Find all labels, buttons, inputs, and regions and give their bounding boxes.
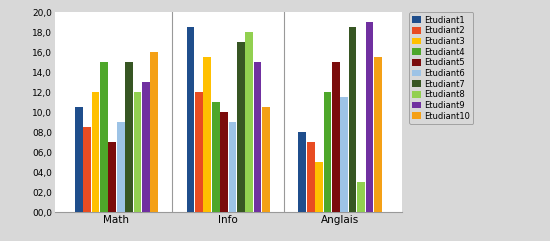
Bar [245, 32, 253, 212]
Bar [125, 62, 133, 212]
Bar [374, 57, 382, 212]
Bar [117, 122, 124, 212]
Bar [100, 62, 108, 212]
Bar [92, 92, 100, 212]
Bar [186, 27, 194, 212]
Bar [366, 22, 373, 212]
Bar [349, 27, 356, 212]
Bar [307, 142, 315, 212]
Bar [212, 102, 219, 212]
Bar [220, 112, 228, 212]
Bar [204, 57, 211, 212]
Bar [340, 97, 348, 212]
Bar [357, 182, 365, 212]
Bar [229, 122, 236, 212]
Bar [150, 52, 158, 212]
Bar [323, 92, 331, 212]
Bar [134, 92, 141, 212]
Bar [262, 107, 270, 212]
Bar [237, 42, 245, 212]
Bar [108, 142, 116, 212]
Bar [75, 107, 82, 212]
Bar [83, 127, 91, 212]
Bar [332, 62, 340, 212]
Bar [299, 132, 306, 212]
Bar [254, 62, 261, 212]
Bar [142, 82, 150, 212]
Legend: Etudiant1, Etudiant2, Etudiant3, Etudiant4, Etudiant5, Etudiant6, Etudiant7, Etu: Etudiant1, Etudiant2, Etudiant3, Etudian… [409, 12, 474, 124]
Bar [195, 92, 203, 212]
Bar [315, 162, 323, 212]
